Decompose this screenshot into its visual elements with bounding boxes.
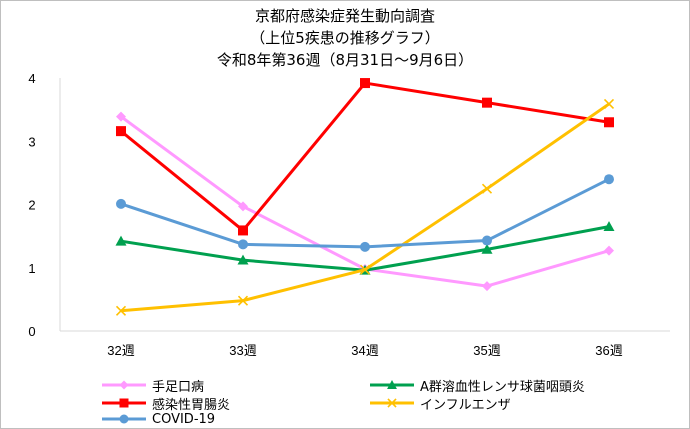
data-point	[604, 117, 614, 128]
x-tick-label: 36週	[595, 343, 622, 358]
legend-swatch-covid	[102, 414, 146, 424]
data-point	[603, 98, 615, 109]
legend-item-covid: COVID-19	[100, 410, 215, 428]
x-tick-label: 33週	[229, 343, 256, 358]
series-line	[120, 115, 610, 288]
x-tick-label: 32週	[107, 343, 134, 358]
data-point	[604, 245, 614, 256]
data-point	[237, 254, 249, 265]
series-3	[116, 78, 614, 236]
legend-swatch-influenza	[370, 398, 414, 408]
data-point	[238, 225, 248, 236]
data-point	[115, 305, 127, 316]
legend-marker	[119, 398, 129, 408]
legend-label-covid: COVID-19	[152, 411, 216, 427]
chart-title-line-3: 令和8年第36週（8月31日～9月6日）	[216, 51, 474, 69]
legend-marker	[119, 380, 129, 390]
data-point	[116, 126, 126, 137]
data-point	[237, 295, 249, 306]
legend-marker	[387, 380, 397, 389]
data-point	[482, 281, 492, 292]
data-point	[238, 239, 248, 250]
data-point	[603, 221, 615, 232]
legend-marker	[387, 398, 397, 408]
data-point	[115, 235, 127, 246]
legend-label-gastro: 感染性胃腸炎	[152, 397, 231, 413]
y-tick-label: 4	[28, 71, 35, 86]
data-point	[238, 201, 248, 212]
series-4	[115, 98, 615, 316]
legend-marker	[119, 414, 129, 424]
legend-label-influenza: インフルエンザ	[420, 397, 511, 413]
chart-title-line-2: （上位5疾患の推移グラフ）	[250, 29, 440, 47]
x-tick-label: 35週	[473, 343, 500, 358]
data-point	[482, 235, 492, 246]
y-tick-label: 1	[28, 261, 35, 276]
legend-label-hfmd: 手足口病	[152, 379, 205, 395]
chart-title-line-1: 京都府感染症発生動向調査	[254, 7, 435, 25]
data-point	[360, 241, 370, 252]
data-point	[604, 174, 614, 185]
legend-item-gastro: 感染性胃腸炎	[100, 394, 231, 413]
series-1	[116, 111, 614, 292]
series-5	[116, 174, 614, 252]
legend-item-influenza: インフルエンザ	[368, 394, 511, 413]
legend-label-strep: A群溶血性レンサ球菌咽頭炎	[420, 379, 585, 395]
y-tick-label: 2	[28, 198, 35, 213]
data-point	[360, 78, 370, 89]
data-point	[481, 243, 493, 254]
series-line	[120, 102, 610, 313]
x-tick-label: 34週	[351, 343, 378, 358]
data-point	[359, 264, 371, 275]
legend-swatch-gastro	[102, 398, 146, 408]
y-tick-label: 0	[28, 324, 35, 339]
legend-item-strep: A群溶血性レンサ球菌咽頭炎	[368, 376, 585, 395]
legend-swatch-strep	[370, 380, 414, 389]
y-tick-label: 3	[28, 134, 35, 149]
data-point	[116, 198, 126, 209]
data-point	[482, 97, 492, 108]
series-line	[120, 81, 610, 232]
legend-swatch-hfmd	[102, 380, 146, 390]
legend-item-hfmd: 手足口病	[100, 376, 205, 395]
data-point	[116, 111, 126, 122]
data-point	[481, 183, 493, 194]
